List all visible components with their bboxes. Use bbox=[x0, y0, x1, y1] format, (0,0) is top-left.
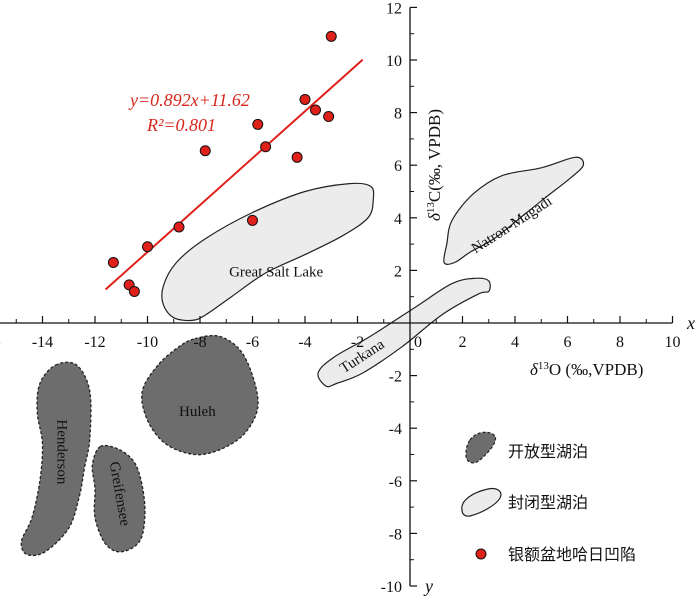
regression-r2: R²=0.801 bbox=[146, 115, 216, 135]
x-tick-label: 2 bbox=[459, 334, 467, 351]
x-tick-label: -10 bbox=[137, 334, 158, 351]
y-tick-label: 6 bbox=[394, 158, 402, 175]
region-natron-magadi bbox=[443, 156, 585, 265]
regression-equation: y=0.892x+11.62 bbox=[128, 90, 250, 110]
y-axis-title: δ13C(‰, VPDB) bbox=[425, 109, 444, 221]
y-tick-label: -2 bbox=[389, 369, 402, 386]
x-tick-label: -6 bbox=[246, 334, 259, 351]
origin-label: 0 bbox=[414, 334, 422, 351]
legend-label-open-lake: 开放型湖泊 bbox=[508, 442, 588, 461]
x-tick-label: 8 bbox=[616, 334, 624, 351]
y-tick-label: -6 bbox=[389, 474, 402, 491]
x-tick-label: -8 bbox=[193, 334, 206, 351]
region-label-henderson: Henderson bbox=[53, 419, 69, 484]
region-henderson bbox=[20, 361, 92, 557]
y-tick-label: 12 bbox=[386, 0, 402, 17]
lake-regions: Great Salt LakeNatron-MagadiTurkanaHuleh… bbox=[20, 156, 585, 557]
legend-label-closed-lake: 封闭型湖泊 bbox=[508, 493, 588, 512]
x-tick-label: 4 bbox=[511, 334, 519, 351]
y-tick-label: 2 bbox=[394, 263, 402, 280]
y-tick-label: 10 bbox=[386, 53, 402, 70]
x-tick-label: -2 bbox=[351, 334, 364, 351]
data-point bbox=[173, 221, 185, 233]
legend-closed-lake-swatch bbox=[461, 487, 502, 517]
x-tick-label: -16 bbox=[0, 334, 1, 351]
legend-label-hari-sag: 银额盆地哈日凹陷 bbox=[508, 545, 636, 564]
region-label-huleh: Huleh bbox=[179, 404, 216, 420]
x-tick-label: -4 bbox=[298, 334, 311, 351]
x-axis-letter: x bbox=[686, 313, 695, 333]
y-axis-title-symbol: δ bbox=[425, 212, 444, 221]
data-point bbox=[142, 241, 153, 253]
data-point bbox=[107, 257, 119, 269]
x-tick-label: 6 bbox=[564, 334, 572, 351]
y-tick-label: -8 bbox=[389, 526, 402, 543]
data-point bbox=[323, 111, 335, 123]
y-tick-label: -10 bbox=[381, 579, 402, 596]
x-axis-title-symbol: δ bbox=[530, 360, 539, 379]
data-point bbox=[247, 214, 258, 226]
y-tick-label: -4 bbox=[389, 421, 402, 438]
data-point bbox=[310, 104, 321, 116]
x-axis-title-sup: 13 bbox=[538, 360, 550, 372]
x-tick-label: -12 bbox=[84, 334, 105, 351]
y-tick-label: 8 bbox=[394, 106, 402, 123]
region-huleh bbox=[141, 334, 259, 456]
data-point bbox=[260, 141, 272, 153]
region-label-great-salt-lake: Great Salt Lake bbox=[229, 264, 323, 280]
data-point bbox=[291, 151, 303, 163]
region-turkana bbox=[317, 277, 491, 388]
region-greifensee bbox=[91, 444, 146, 553]
data-points bbox=[107, 30, 337, 297]
x-tick-label: -14 bbox=[32, 334, 53, 351]
data-point bbox=[199, 145, 211, 157]
region-great-salt-lake bbox=[161, 182, 375, 322]
y-axis-ticks: -10 -8 -6 -4 -2 2 4 6 8 10 12 bbox=[381, 0, 417, 596]
x-axis-ticks: -16 -14 -12 -10 -8 -6 -4 -2 2 4 6 8 10 bbox=[0, 316, 681, 351]
y-axis-letter: y bbox=[423, 576, 433, 596]
y-tick-label: 4 bbox=[394, 211, 402, 228]
data-point bbox=[252, 118, 264, 130]
legend-open-lake-swatch bbox=[465, 431, 497, 464]
x-tick-label: 10 bbox=[665, 334, 681, 351]
y-axis-title-rest: C(‰, VPDB) bbox=[425, 109, 444, 202]
x-axis-title: δ13O (‰,VPDB) bbox=[530, 360, 643, 379]
data-point bbox=[128, 285, 140, 297]
data-point bbox=[299, 93, 311, 105]
legend-point-marker bbox=[475, 548, 487, 560]
data-point bbox=[325, 30, 337, 42]
y-axis-title-sup: 13 bbox=[425, 202, 437, 214]
x-axis-title-rest: O (‰,VPDB) bbox=[549, 360, 643, 379]
legend: 开放型湖泊 封闭型湖泊 银额盆地哈日凹陷 bbox=[461, 431, 636, 564]
